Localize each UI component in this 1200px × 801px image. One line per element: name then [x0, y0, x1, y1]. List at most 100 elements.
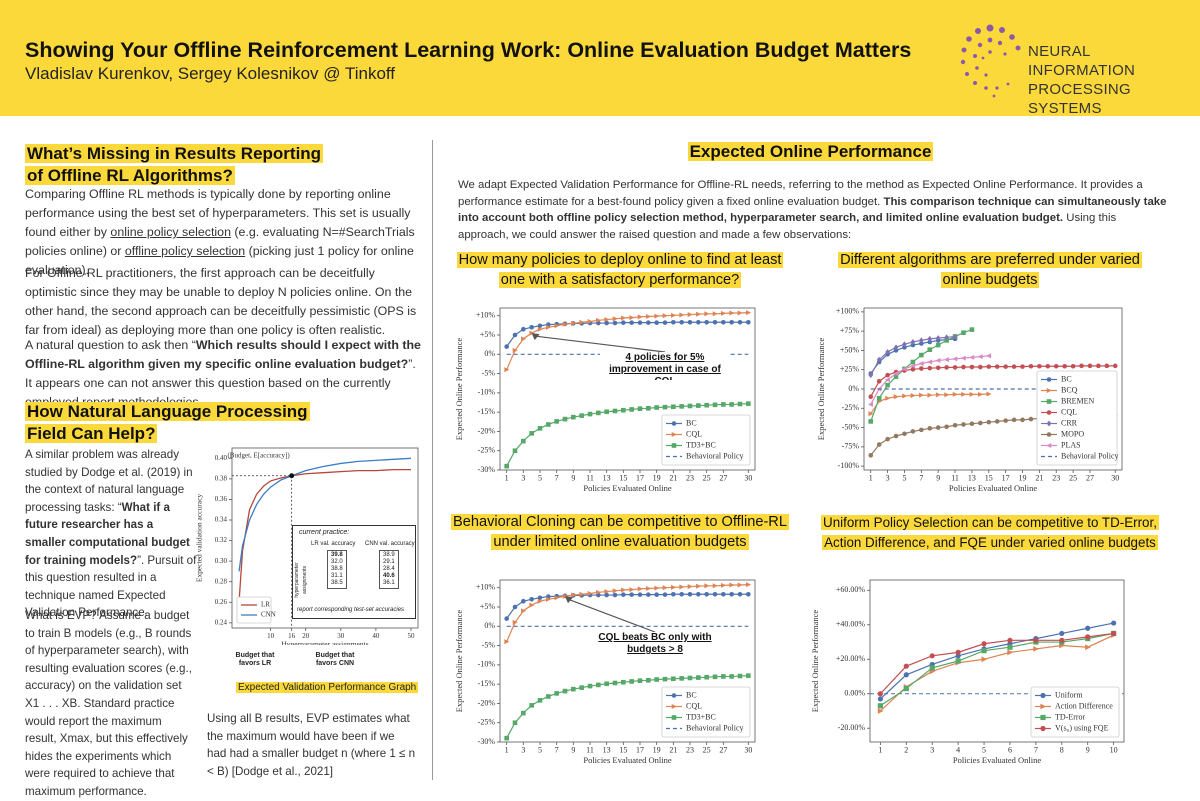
data-point: [687, 312, 693, 318]
data-point: [868, 453, 874, 458]
data-point: [885, 348, 890, 355]
x-tick-label: 13: [968, 474, 976, 483]
x-tick-label: 10: [1110, 746, 1118, 755]
data-point: [981, 641, 987, 647]
data-point: [679, 404, 684, 409]
legend-label: Uniform: [1055, 690, 1083, 699]
data-point: [596, 317, 602, 323]
legend-marker: [1040, 692, 1046, 699]
data-point: [927, 426, 933, 431]
data-point: [537, 323, 543, 329]
x-tick-label: 17: [636, 746, 644, 755]
data-point: [529, 703, 534, 708]
y-tick-label: +40.00%: [836, 620, 866, 629]
chart-title: Different algorithms are preferred under…: [830, 250, 1150, 290]
data-point: [546, 324, 552, 330]
data-point: [910, 363, 916, 369]
x-axis-label: Policies Evaluated Online: [583, 755, 672, 765]
y-tick-label: -25%: [478, 446, 496, 455]
bold-text: What if a future researcher has a smalle…: [25, 500, 190, 567]
data-point: [712, 402, 718, 408]
y-tick-label: 0.30: [215, 557, 228, 565]
data-point: [885, 382, 890, 388]
chart: -100%-75%-50%-25%0%+25%+50%+75%+100%1 3 5 7…: [816, 307, 1123, 493]
data-point: [885, 395, 891, 401]
legend-label: Action Difference: [1055, 701, 1113, 710]
x-tick-label: 17: [1002, 474, 1010, 483]
heading-text: How Natural Language Processing Field Ca…: [25, 402, 310, 443]
legend-label: MOPO: [1061, 429, 1084, 438]
section-heading: How Natural Language Processing Field Ca…: [25, 401, 335, 445]
x-tick-label: 8: [1060, 746, 1064, 755]
data-point: [554, 323, 560, 329]
data-point: [1007, 649, 1014, 656]
x-tick-label: 19: [653, 746, 661, 755]
link-text: offline policy selection: [124, 244, 246, 258]
data-point: [877, 696, 883, 702]
y-tick-label: +20.00%: [836, 654, 866, 663]
data-point: [712, 674, 718, 680]
x-tick-label: 16: [288, 632, 296, 640]
data-point: [877, 703, 883, 709]
inset-value: 38.9: [383, 552, 395, 558]
legend-marker: [1046, 410, 1052, 415]
data-point: [884, 377, 890, 383]
legend-box: [236, 596, 272, 624]
data-point: [687, 403, 693, 409]
data-point: [721, 319, 726, 325]
data-point: [504, 367, 510, 373]
legend-label: CRR: [1061, 418, 1078, 427]
x-tick-label: 25: [703, 746, 711, 755]
data-point: [877, 691, 883, 697]
legend-box: [661, 414, 751, 466]
y-tick-label: 0.36: [215, 495, 228, 503]
legend-label: Behavioral Policy: [1061, 451, 1119, 460]
data-point: [637, 678, 643, 683]
data-point: [902, 345, 907, 350]
y-tick-label: +75%: [840, 326, 860, 335]
legend-marker: [1046, 442, 1052, 449]
legend-marker: [671, 443, 677, 448]
data-point: [554, 595, 560, 601]
data-point: [687, 319, 693, 325]
data-point: [1033, 646, 1039, 652]
text-run: Comparing Offline RL methods is typicall…: [25, 187, 411, 239]
data-point: [952, 333, 958, 340]
y-tick-label: -25%: [842, 403, 860, 412]
data-point: [952, 422, 958, 428]
y-tick-label: +60.00%: [836, 585, 866, 594]
data-point: [1020, 364, 1025, 369]
legend-label: BCQ: [1061, 385, 1078, 394]
data-point: [986, 364, 992, 369]
data-point: [986, 419, 992, 425]
y-axis-label: Expected Online Performance: [810, 610, 820, 713]
paragraph: A similar problem was already studied by…: [25, 446, 197, 622]
data-point: [918, 361, 924, 367]
data-point: [512, 448, 518, 454]
data-point: [687, 584, 693, 590]
data-point: [969, 391, 975, 397]
data-point: [571, 686, 576, 692]
data-point: [687, 591, 693, 597]
data-point: [746, 673, 751, 678]
data-point: [537, 426, 543, 431]
data-point: [562, 321, 568, 327]
legend-label: LR: [261, 601, 270, 609]
data-point: [504, 463, 509, 469]
y-axis-label: Expected validation accuracy: [195, 494, 204, 583]
data-point: [537, 698, 543, 703]
data-point: [910, 429, 916, 434]
data-point: [929, 665, 935, 671]
data-point: [1033, 637, 1039, 643]
data-point: [1003, 364, 1008, 369]
data-point: [721, 582, 727, 588]
data-point: [646, 320, 651, 325]
y-tick-label: +100%: [836, 307, 860, 316]
y-tick-label: -10%: [478, 388, 496, 397]
x-tick-label: 7: [555, 746, 559, 755]
data-point: [637, 586, 643, 592]
data-point: [504, 616, 509, 621]
y-tick-label: -50%: [842, 422, 860, 431]
